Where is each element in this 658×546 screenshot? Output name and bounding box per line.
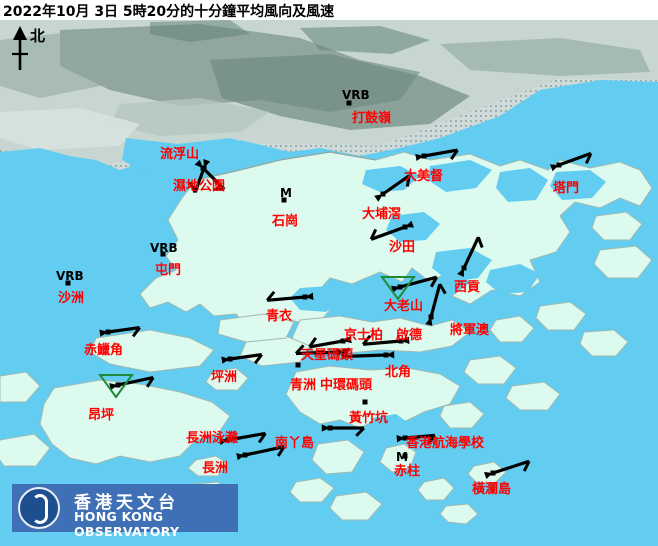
vrb-marker: VRB [56,269,84,283]
station-label: 西貢 [454,280,481,295]
wind-barb [236,445,286,461]
station-label: 石崗 [272,214,299,229]
gale-triangle-icon [98,374,134,399]
station-label: 將軍澳 [450,323,490,338]
wind-barb [391,275,439,293]
station-label: 流浮山 [160,147,200,162]
station-dot [160,251,166,257]
wind-barb [99,325,141,338]
wind-barb [265,290,314,302]
station-label: 北角 [385,365,412,380]
map-geography [0,20,658,546]
station-dot [295,362,301,368]
station-label: 赤柱 [394,464,421,479]
wind-barb [415,148,459,162]
station-label: 青洲 [290,378,317,393]
logo-english-text: HONG KONG OBSERVATORY [74,509,180,539]
wind-barb [308,335,352,349]
observatory-emblem-icon [18,487,60,529]
station-dot [346,100,352,106]
station-label: 打鼓嶺 [352,111,392,126]
station-label: 沙田 [389,240,416,255]
wind-barb [219,431,267,446]
wind-barb [221,352,263,365]
wind-barb-layer [65,100,593,480]
calm-marker: M [396,450,408,464]
title-bar: 2022年10月 3日 5時20分的十分鐘平均風向及風速 [0,0,658,20]
station-label: 沙洲 [58,291,85,306]
station-label: 香港航海學校 [406,436,485,451]
gale-triangle-icon [380,276,416,301]
station-dot [362,399,368,405]
station-label: 天星碼頭 [301,348,354,363]
station-label: 南丫島 [275,436,315,451]
station-label: 屯門 [155,263,182,278]
logo-chinese-text: 香港天文台 [74,493,179,513]
hko-logo: 香港天文台 HONG KONG OBSERVATORY [12,484,238,539]
wind-barb [396,433,437,445]
wind-barb [550,151,593,172]
station-label: 大埔滘 [362,207,402,222]
vrb-marker: VRB [150,241,178,255]
wind-barb [194,159,226,191]
station-dot [281,197,287,203]
wind-barb [374,174,411,202]
station-label: 青衣 [266,309,293,324]
station-dot [65,280,71,286]
wind-barb [321,424,366,437]
station-label: 坪洲 [211,370,238,385]
wind-barb [369,220,414,241]
station-label: 長洲 [202,461,229,476]
page-title: 2022年10月 3日 5時20分的十分鐘平均風向及風速 [3,4,335,20]
wind-barb [340,347,395,359]
station-label: 濕地公園 [173,179,226,194]
wind-barb [457,236,484,277]
station-label: 赤鱲角 [84,343,124,358]
station-label: 大老山 [384,299,424,314]
station-label: 大美督 [404,169,444,184]
north-arrow: 北 [6,24,66,74]
station-label: 京士柏 [344,328,384,343]
vrb-marker: VRB [342,88,370,102]
station-label: 中環碼頭 [320,378,373,393]
map-canvas [0,20,658,546]
station-label: 塔門 [553,181,580,196]
north-label: 北 [30,27,46,45]
wind-barb [189,159,211,194]
station-label: 黃竹坑 [349,411,389,426]
calm-marker: M [280,186,292,200]
north-arrow-icon [12,26,28,70]
wind-barb [109,375,155,391]
wind-barb [484,459,531,480]
station-label: 橫瀾島 [472,482,512,497]
wind-barb [361,334,410,346]
station-label: 長洲泳灘 [186,431,239,446]
wind-barb [425,283,447,326]
station-label: 昂坪 [88,408,115,423]
station-label: 啟德 [396,328,423,343]
station-dot [402,453,408,459]
